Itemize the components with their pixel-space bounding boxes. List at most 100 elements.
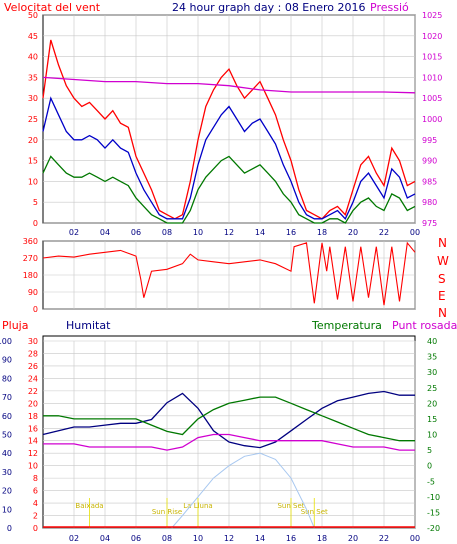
temperature-tick-label: -15	[427, 508, 440, 517]
wind-x-tick-label: 16	[286, 228, 296, 237]
event-label: Sun Rise	[152, 508, 182, 516]
humidity-tick-label: 80	[2, 374, 12, 383]
direction-tick-label: 0	[33, 305, 38, 314]
rain-tick-label: 26	[28, 362, 38, 371]
humidity-tick-label: 0	[7, 524, 12, 533]
temperature-tick-label: 25	[427, 384, 437, 393]
wind-right-tick-label: 1005	[422, 94, 442, 103]
humidity-tick-label: 70	[2, 393, 12, 402]
wind-right-tick-label: 1025	[422, 11, 442, 20]
temperature-series-punt-rosada	[43, 433, 415, 451]
dir-label-w: W	[437, 254, 449, 268]
wind-right-tick-label: 1000	[422, 115, 442, 124]
wind-x-tick-label: 06	[131, 228, 141, 237]
temperature-tick-label: -10	[427, 493, 440, 502]
rain-tick-label: 0	[33, 524, 38, 533]
dir-label-n-top: N	[438, 236, 447, 250]
temperature-x-tick-label: 12	[224, 534, 234, 543]
direction-series	[42, 241, 416, 306]
humidity-tick-label: 40	[2, 449, 12, 458]
wind-left-tick-label: 0	[33, 219, 38, 228]
wind-left-tick-label: 45	[28, 32, 38, 41]
rain-tick-label: 10	[28, 462, 38, 471]
rain-tick-label: 4	[33, 499, 38, 508]
temperature-x-tick-label: 08	[162, 534, 172, 543]
temperature-label: Temperatura	[311, 319, 382, 332]
event-label: Sun Set	[277, 502, 304, 510]
wind-right-tick-label: 990	[422, 157, 437, 166]
wind-x-tick-label: 12	[224, 228, 234, 237]
temperature-tick-label: 5	[427, 446, 432, 455]
wind-right-tick-label: 1010	[422, 73, 442, 82]
rain-tick-label: 24	[28, 374, 38, 383]
wind-right-tick-label: 985	[422, 177, 437, 186]
temperature-tick-label: 40	[427, 337, 437, 346]
rain-tick-label: 30	[28, 337, 38, 346]
event-label: La Lluna	[183, 502, 212, 510]
wind-x-tick-label: 00	[410, 228, 420, 237]
wind-left-tick-label: 10	[28, 177, 38, 186]
humidity-tick-label: 50	[2, 431, 12, 440]
humidity-tick-label: 10	[2, 505, 12, 514]
dir-label-n-bottom: N	[438, 306, 447, 320]
dir-label-s: S	[438, 272, 446, 286]
wind-speed-label: Velocitat del vent	[4, 1, 101, 14]
wind-left-tick-label: 50	[28, 11, 38, 20]
wind-right-tick-label: 1015	[422, 53, 442, 62]
temperature-tick-label: -5	[427, 477, 435, 486]
temperature-tick-label: 10	[427, 431, 437, 440]
dewpoint-label: Punt rosada	[392, 319, 457, 332]
wind-left-tick-label: 25	[28, 115, 38, 124]
temperature-x-tick-label: 18	[317, 534, 327, 543]
wind-left-tick-label: 30	[28, 94, 38, 103]
event-label: Sun Set	[301, 508, 328, 516]
temperature-tick-label: 15	[427, 415, 437, 424]
wind-left-tick-label: 20	[28, 136, 38, 145]
direction-tick-label: 270	[23, 254, 38, 263]
humidity-tick-label: 20	[2, 487, 12, 496]
humidity-tick-label: 100	[0, 337, 12, 346]
wind-left-tick-label: 40	[28, 53, 38, 62]
rain-tick-label: 18	[28, 412, 38, 421]
wind-right-tick-label: 1020	[422, 32, 442, 41]
temperature-tick-label: 35	[427, 353, 437, 362]
wind-right-tick-label: 995	[422, 136, 437, 145]
rain-label: Pluja	[2, 319, 28, 332]
wind-x-tick-label: 04	[100, 228, 110, 237]
rain-tick-label: 20	[28, 399, 38, 408]
wind-right-tick-label: 980	[422, 198, 437, 207]
humidity-tick-label: 30	[2, 468, 12, 477]
wind-x-tick-label: 14	[255, 228, 265, 237]
wind-series-green	[42, 155, 416, 224]
temperature-x-tick-label: 14	[255, 534, 265, 543]
direction-tick-label: 360	[23, 237, 38, 246]
temperature-series-solar	[171, 452, 315, 529]
humidity-label: Humitat	[66, 319, 111, 332]
wind-x-tick-label: 10	[193, 228, 203, 237]
temperature-x-tick-label: 02	[69, 534, 79, 543]
pressure-label: Pressió	[370, 1, 409, 14]
rain-tick-label: 16	[28, 424, 38, 433]
wind-series-red	[42, 39, 416, 220]
wind-left-tick-label: 35	[28, 73, 38, 82]
wind-x-tick-label: 08	[162, 228, 172, 237]
temperature-series-humitat	[42, 390, 415, 449]
direction-tick-label: 180	[23, 271, 38, 280]
temperature-x-tick-label: 04	[100, 534, 110, 543]
wind-x-tick-label: 20	[348, 228, 358, 237]
temperature-x-tick-label: 10	[193, 534, 203, 543]
wind-series-magenta	[42, 76, 416, 94]
wind-x-tick-label: 18	[317, 228, 327, 237]
temperature-x-tick-label: 20	[348, 534, 358, 543]
rain-tick-label: 8	[33, 474, 38, 483]
wind-left-tick-label: 5	[33, 198, 38, 207]
rain-tick-label: 14	[28, 437, 38, 446]
temperature-x-tick-label: 16	[286, 534, 296, 543]
temperature-tick-label: -20	[427, 524, 440, 533]
temperature-x-tick-label: 22	[379, 534, 389, 543]
temperature-x-tick-label: 06	[131, 534, 141, 543]
wind-left-tick-label: 15	[28, 157, 38, 166]
wind-x-tick-label: 02	[69, 228, 79, 237]
temperature-x-tick-label: 00	[410, 534, 420, 543]
